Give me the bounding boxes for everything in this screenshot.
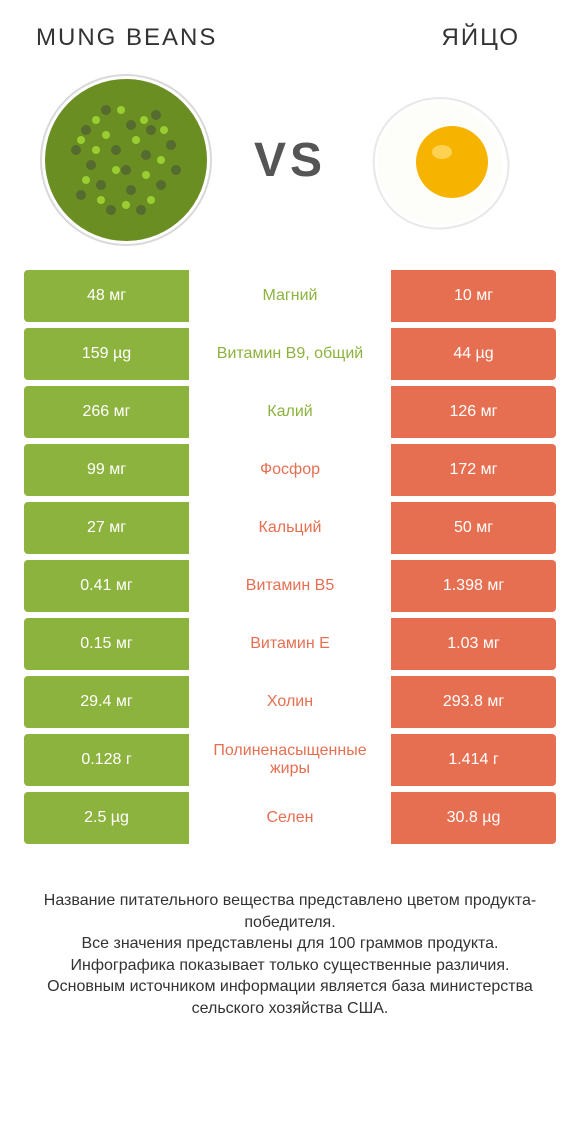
left-food-title: MUNG BEANS	[36, 24, 217, 52]
footer-line: Все значения представлены для 100 граммо…	[30, 933, 550, 955]
left-value: 0.15 мг	[24, 618, 189, 670]
right-value: 10 мг	[391, 270, 556, 322]
table-row: 0.128 гПолиненасыщенные жиры1.414 г	[24, 734, 556, 786]
footer-line: Инфографика показывает только существенн…	[30, 955, 550, 977]
table-row: 2.5 µgСелен30.8 µg	[24, 792, 556, 844]
nutrient-label: Витамин B5	[189, 560, 391, 612]
table-row: 29.4 мгХолин293.8 мг	[24, 676, 556, 728]
left-value: 159 µg	[24, 328, 189, 380]
footer-line: Название питательного вещества представл…	[30, 890, 550, 933]
right-value: 44 µg	[391, 328, 556, 380]
right-value: 1.414 г	[391, 734, 556, 786]
left-value: 48 мг	[24, 270, 189, 322]
left-value: 266 мг	[24, 386, 189, 438]
left-value: 99 мг	[24, 444, 189, 496]
left-value: 29.4 мг	[24, 676, 189, 728]
nutrient-label: Калий	[189, 386, 391, 438]
mung-beans-image	[36, 70, 216, 250]
egg-image	[360, 80, 520, 240]
table-row: 266 мгКалий126 мг	[24, 386, 556, 438]
table-row: 48 мгМагний10 мг	[24, 270, 556, 322]
left-value: 0.128 г	[24, 734, 189, 786]
header: MUNG BEANS ЯЙЦО	[0, 0, 580, 62]
nutrient-label: Селен	[189, 792, 391, 844]
left-value: 0.41 мг	[24, 560, 189, 612]
footer-line: Основным источником информации является …	[30, 976, 550, 1019]
table-row: 159 µgВитамин B9, общий44 µg	[24, 328, 556, 380]
right-value: 126 мг	[391, 386, 556, 438]
right-value: 50 мг	[391, 502, 556, 554]
left-value: 2.5 µg	[24, 792, 189, 844]
right-food-title: ЯЙЦО	[442, 24, 520, 52]
nutrient-label: Кальций	[189, 502, 391, 554]
nutrient-label: Холин	[189, 676, 391, 728]
nutrient-label: Фосфор	[189, 444, 391, 496]
right-value: 30.8 µg	[391, 792, 556, 844]
right-value: 1.398 мг	[391, 560, 556, 612]
right-value: 1.03 мг	[391, 618, 556, 670]
table-row: 99 мгФосфор172 мг	[24, 444, 556, 496]
nutrient-label: Витамин B9, общий	[189, 328, 391, 380]
vs-label: VS	[254, 133, 326, 188]
table-row: 0.41 мгВитамин B51.398 мг	[24, 560, 556, 612]
table-row: 27 мгКальций50 мг	[24, 502, 556, 554]
nutrient-label: Витамин E	[189, 618, 391, 670]
table-row: 0.15 мгВитамин E1.03 мг	[24, 618, 556, 670]
footer-text: Название питательного вещества представл…	[0, 850, 580, 1020]
images-row: VS	[0, 62, 580, 270]
nutrient-label: Полиненасыщенные жиры	[189, 734, 391, 786]
right-value: 172 мг	[391, 444, 556, 496]
right-value: 293.8 мг	[391, 676, 556, 728]
left-value: 27 мг	[24, 502, 189, 554]
comparison-table: 48 мгМагний10 мг159 µgВитамин B9, общий4…	[0, 270, 580, 844]
nutrient-label: Магний	[189, 270, 391, 322]
